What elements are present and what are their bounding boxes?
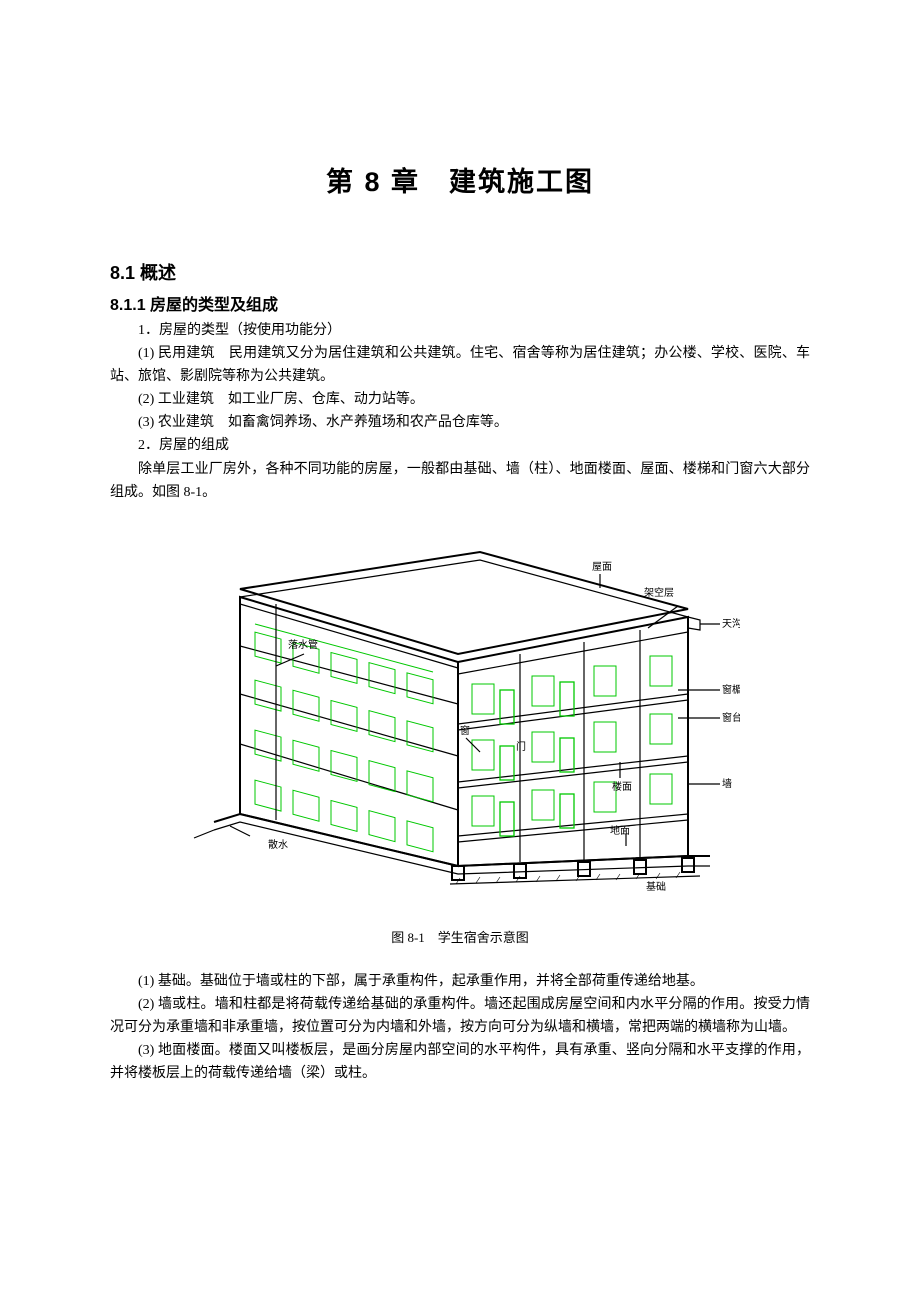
lbl-door: 门	[516, 740, 526, 753]
paragraph: (1) 基础。基础位于墙或柱的下部，属于承重构件，起承重作用，并将全部荷重传递给…	[110, 970, 810, 993]
lbl-downpipe: 落水管	[288, 638, 318, 651]
lbl-wall: 墙	[722, 777, 732, 790]
figure-caption: 图 8-1 学生宿舍示意图	[110, 927, 810, 946]
paragraph: (2) 工业建筑 如工业厂房、仓库、动力站等。	[110, 388, 810, 411]
figure-8-1: 屋面 架空层 天沟 窗楣 窗台 墙 楼面 地面 基础 散水 落水管 窗 门 图 …	[110, 534, 810, 946]
paragraph: (2) 墙或柱。墙和柱都是将荷载传递给基础的承重构件。墙还起围成房屋空间和内水平…	[110, 993, 810, 1039]
paragraph: (3) 地面楼面。楼面又叫楼板层，是画分房屋内部空间的水平构件，具有承重、竖向分…	[110, 1039, 810, 1085]
section-doors	[500, 682, 574, 836]
paragraph: 除单层工业厂房外，各种不同功能的房屋，一般都由基础、墙（柱）、地面楼面、屋面、楼…	[110, 458, 810, 504]
lbl-apron: 散水	[268, 838, 288, 851]
lbl-window: 窗	[460, 724, 470, 737]
lbl-lintel: 窗楣	[722, 683, 740, 696]
document-page: 第 8 章 建筑施工图 8.1 概述 8.1.1 房屋的类型及组成 1．房屋的类…	[0, 0, 920, 1165]
lbl-ground: 地面	[610, 824, 630, 837]
lbl-foundation: 基础	[646, 880, 666, 893]
building-diagram: 屋面 架空层 天沟 窗楣 窗台 墙 楼面 地面 基础 散水 落水管 窗 门	[180, 534, 740, 904]
paragraph: (1) 民用建筑 民用建筑又分为居住建筑和公共建筑。住宅、宿舍等称为居住建筑；办…	[110, 342, 810, 388]
paragraph: 2．房屋的组成	[110, 434, 810, 457]
section-heading: 8.1 概述	[110, 259, 810, 285]
subsection-heading: 8.1.1 房屋的类型及组成	[110, 291, 810, 315]
lbl-attic: 架空层	[644, 586, 674, 599]
lbl-gutter: 天沟	[722, 617, 740, 630]
lbl-roof: 屋面	[592, 561, 612, 573]
chapter-title: 第 8 章 建筑施工图	[110, 160, 810, 199]
lbl-sill: 窗台	[722, 711, 740, 724]
lbl-floor: 楼面	[612, 780, 632, 793]
paragraph: (3) 农业建筑 如畜禽饲养场、水产养殖场和农产品仓库等。	[110, 411, 810, 434]
paragraph: 1．房屋的类型（按使用功能分）	[110, 319, 810, 342]
